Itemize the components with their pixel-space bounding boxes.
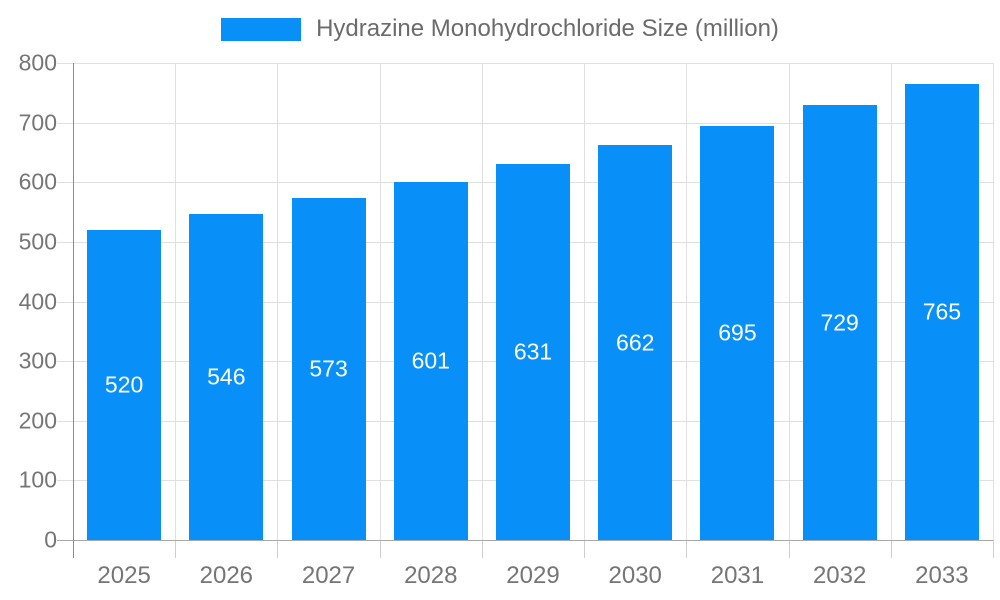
bar-2026: 546 — [189, 214, 264, 540]
x-axis-label: 2031 — [710, 562, 765, 589]
x-gridline — [277, 63, 279, 540]
bar-value-label: 546 — [207, 363, 246, 390]
bar-2029: 631 — [496, 163, 570, 540]
y-axis-label: 600 — [18, 168, 57, 195]
y-axis-label: 500 — [18, 228, 57, 255]
y-axis-tick — [57, 122, 73, 124]
bar-2033: 765 — [904, 83, 979, 540]
x-gridline — [379, 63, 381, 540]
bar-value-label: 695 — [718, 319, 757, 346]
bar-value-label: 631 — [513, 338, 553, 365]
x-axis-label: 2033 — [915, 562, 969, 589]
x-gridline — [584, 63, 586, 540]
legend-title: Hydrazine Monohydrochloride Size (millio… — [316, 15, 779, 42]
y-axis-tick — [57, 301, 73, 303]
y-axis-label: 400 — [18, 288, 57, 314]
x-axis-tick — [481, 540, 483, 558]
y-axis-tick — [57, 480, 73, 482]
bar-2030: 662 — [598, 145, 673, 540]
x-axis-tick — [379, 540, 381, 558]
bar-value-label: 573 — [309, 355, 348, 382]
y-axis-label: 700 — [18, 109, 57, 136]
bar-2032: 729 — [802, 105, 877, 540]
y-axis-tick — [57, 361, 73, 363]
y-axis-label: 100 — [18, 466, 57, 493]
x-gridline — [890, 63, 892, 540]
x-axis-line — [57, 540, 993, 541]
y-axis-label: 200 — [18, 407, 57, 434]
y-axis-label: 0 — [44, 526, 57, 553]
bar-value-label: 729 — [820, 309, 859, 336]
bar-2027: 573 — [291, 198, 366, 540]
bar-value-label: 601 — [411, 347, 450, 374]
legend[interactable]: Hydrazine Monohydrochloride Size (millio… — [0, 15, 1000, 43]
x-axis-label: 2029 — [506, 562, 560, 589]
bar-2025: 520 — [87, 229, 162, 540]
x-gridline — [686, 63, 688, 540]
y-axis-label: 800 — [18, 49, 57, 76]
y-axis-tick — [57, 241, 73, 243]
legend-swatch — [221, 17, 302, 41]
x-gridline — [481, 63, 483, 540]
bar-value-label: 765 — [922, 298, 962, 325]
x-axis-tick — [584, 540, 586, 558]
plot-area: 0 100 200 300 400 500 600 700 800 520 2025 546 2026 5… — [19, 50, 994, 589]
x-axis-label: 2025 — [97, 562, 151, 589]
x-axis-label: 2028 — [404, 562, 458, 589]
x-axis-tick — [175, 540, 177, 558]
x-axis-label: 2026 — [199, 562, 254, 589]
x-axis-tick — [788, 540, 790, 558]
y-axis-label: 300 — [18, 347, 57, 374]
bar-value-label: 520 — [104, 371, 144, 398]
x-axis-label: 2027 — [301, 562, 356, 589]
x-axis-tick — [277, 540, 279, 558]
x-axis-tick — [686, 540, 688, 558]
x-axis-label: 2032 — [812, 562, 867, 589]
x-gridline — [993, 63, 994, 540]
x-gridline — [788, 63, 790, 540]
bar-2028: 601 — [393, 181, 468, 540]
y-axis-tick — [57, 182, 73, 184]
bar-value-label: 662 — [616, 329, 655, 356]
y-axis-tick — [57, 63, 73, 64]
x-axis-tick — [890, 540, 892, 558]
x-gridline — [175, 63, 177, 540]
y-gridline — [73, 63, 993, 64]
x-axis-tick — [993, 540, 994, 558]
x-axis-label: 2030 — [608, 562, 662, 589]
bar-2031: 695 — [700, 125, 775, 540]
y-gridline — [73, 122, 993, 124]
y-axis-tick — [57, 420, 73, 422]
y-axis-line — [73, 63, 74, 558]
